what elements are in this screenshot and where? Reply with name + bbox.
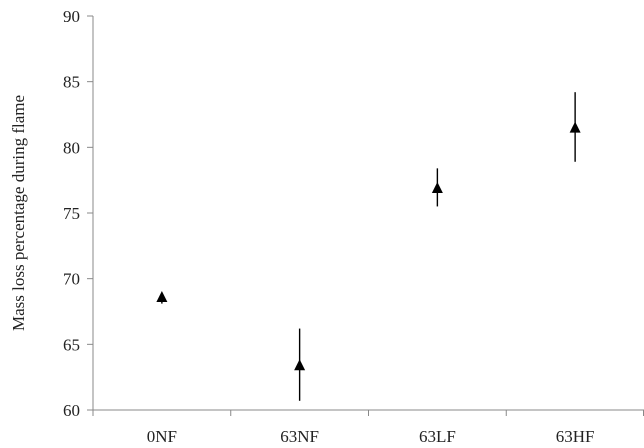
y-tick-label: 85	[63, 73, 80, 92]
y-tick-label: 80	[63, 138, 80, 157]
y-tick-label: 90	[63, 7, 80, 26]
y-tick-label: 70	[63, 270, 80, 289]
x-axis: 0NF 63NF 63LF 63HF	[92, 409, 644, 446]
plot-marks	[156, 92, 581, 401]
y-tick-label: 60	[63, 401, 80, 420]
data-point	[569, 121, 581, 133]
x-tick-label: 63NF	[280, 427, 319, 446]
x-tick-label: 0NF	[147, 427, 177, 446]
y-tick-label: 65	[63, 335, 80, 354]
data-point	[156, 291, 168, 303]
x-tick-label: 63HF	[556, 427, 595, 446]
y-axis-title: Mass loss percentage during flame	[9, 95, 28, 331]
data-point	[431, 181, 443, 193]
x-tick-label: 63LF	[419, 427, 456, 446]
data-point	[294, 359, 306, 371]
y-tick-label: 75	[63, 204, 80, 223]
y-axis: 60 65 70 75 80 85 90	[63, 7, 94, 420]
